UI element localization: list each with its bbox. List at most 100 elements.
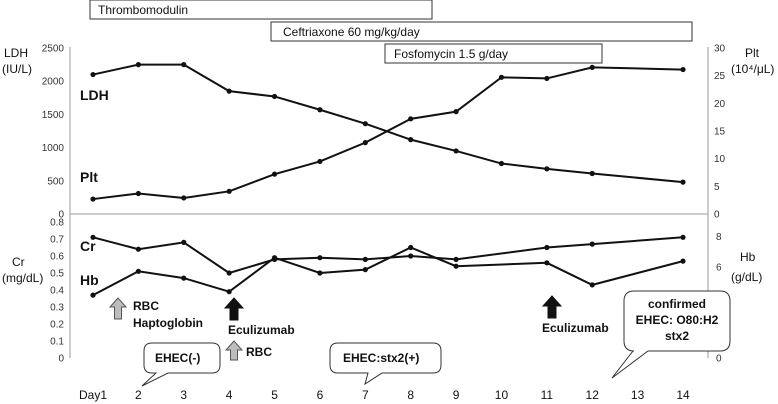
hb-point-12: [589, 282, 595, 288]
eculizumab-arrow-day4: [223, 297, 245, 321]
plt-point-6: [317, 158, 323, 165]
plt-point-14: [680, 66, 686, 73]
rbc-arrow-day2: [108, 297, 128, 320]
annotation-haptoglobin: Haptoglobin: [133, 316, 203, 330]
annotation-arrows: [108, 295, 563, 361]
therapy-bars: Thrombomodulin Ceftriaxone 60 mg/kg/day …: [89, 0, 693, 64]
annotation-eculizumab-day4: Eculizumab: [228, 323, 295, 337]
plt-tick-1: 5: [714, 182, 720, 193]
ldh-axis-unit: (IU/L): [2, 62, 32, 76]
callout-ehec-negative-text: EHEC(-): [155, 351, 200, 365]
eculizumab-arrow-day11: [541, 295, 563, 319]
series-label-hb: Hb: [80, 272, 99, 288]
plt-point-12: [589, 64, 595, 70]
cr-tick-0: 0: [58, 354, 64, 365]
plt-point-1: [90, 196, 96, 202]
hb-tick-4: 8: [716, 232, 722, 243]
ldh-point-6: [317, 107, 323, 113]
plt-point-5: [271, 171, 278, 177]
hb-point-6: [317, 270, 323, 276]
callout-ehec-negative-bubble: [141, 342, 221, 387]
hb-tick-0: 0: [716, 354, 722, 365]
cr-tick-6: 0.6: [50, 252, 64, 263]
therapy-bar-ceftriaxone: [270, 21, 693, 42]
ldh-axis-ticks: 0 500 1000 1500 2000 2500: [42, 44, 65, 221]
cr-axis-unit: (mg/dL): [2, 271, 43, 285]
plt-line: [92, 66, 684, 201]
hb-point-9: [453, 263, 459, 269]
plt-axis-title: Plt: [745, 46, 760, 60]
cr-line: [92, 236, 684, 275]
day-label-5: 5: [271, 388, 278, 402]
ldh-point-11: [544, 166, 550, 172]
series-layer: [90, 62, 686, 298]
plt-point-4: [226, 188, 232, 194]
ldh-tick-3: 1500: [42, 110, 65, 121]
hb-point-4: [226, 289, 232, 295]
ldh-point-8: [408, 137, 414, 143]
hb-point-7: [362, 267, 368, 273]
ldh-tick-2: 1000: [42, 143, 65, 154]
cr-tick-1: 0.1: [50, 337, 64, 348]
series-label-cr: Cr: [80, 238, 96, 254]
hb-point-5: [271, 255, 278, 261]
ldh-tick-4: 2000: [42, 77, 65, 88]
callout-ehec-stx2-positive: EHEC:stx2(+): [329, 342, 442, 386]
plt-point-9: [453, 109, 459, 115]
series-label-plt: Plt: [80, 169, 98, 185]
day-label-4: 4: [226, 388, 233, 402]
day-label-14: 14: [676, 388, 690, 402]
ldh-point-12: [589, 170, 595, 177]
cr-axis-ticks: 0 0.1 0.2 0.3 0.4 0.5 0.6 0.7 0.8: [50, 218, 64, 365]
cr-point-3: [181, 239, 187, 245]
cr-tick-8: 0.8: [50, 218, 64, 229]
day-axis-labels: Day1 2 3 4 5 6 7 8 9 10 11 12 13 14: [79, 388, 690, 402]
ldh-tick-5: 2500: [42, 44, 65, 55]
ldh-point-4: [226, 88, 232, 94]
ldh-point-5: [271, 93, 278, 100]
callout-confirmed-line3: stx2: [665, 329, 689, 343]
ldh-point-7: [362, 121, 368, 127]
plt-axis-ticks: 0 5 10 15 20 25 30: [714, 44, 726, 221]
callout-confirmed-ehec-bubble: [611, 290, 731, 379]
cr-point-9: [453, 256, 459, 262]
plt-point-2: [135, 190, 141, 197]
therapy-bar-fosfomycin-label: Fosfomycin 1.5 g/day: [394, 47, 508, 61]
hb-axis-unit: (g/dL): [731, 270, 762, 284]
ldh-tick-0: 0: [58, 210, 64, 221]
plt-axis-unit: (10⁴/μL): [731, 62, 774, 76]
cr-point-4: [226, 270, 232, 276]
day-label-1: Day1: [79, 388, 107, 402]
ldh-tick-1: 500: [47, 176, 64, 187]
therapy-bar-ceftriaxone-label: Ceftriaxone 60 mg/kg/day: [283, 25, 420, 39]
cr-point-14: [680, 234, 686, 240]
plt-point-7: [362, 140, 368, 146]
cr-tick-2: 0.2: [50, 320, 64, 331]
day-label-8: 8: [407, 388, 414, 402]
day-label-9: 9: [453, 388, 460, 402]
cr-tick-4: 0.4: [50, 286, 64, 297]
day-label-11: 11: [541, 388, 554, 402]
ldh-point-2: [135, 62, 141, 68]
cr-point-11: [544, 244, 550, 251]
hb-point-1: [90, 292, 96, 298]
callout-confirmed-line2: EHEC: O80:H2: [636, 313, 719, 327]
cr-point-8: [408, 253, 414, 259]
therapy-bar-thrombomodulin-label: Thrombomodulin: [98, 3, 188, 17]
therapy-bar-fosfomycin: [384, 43, 603, 64]
ldh-axis-title: LDH: [4, 46, 28, 60]
ldh-point-10: [498, 160, 505, 167]
annotation-eculizumab-day11: Eculizumab: [542, 321, 609, 335]
cr-point-2: [135, 246, 141, 252]
hb-point-8: [408, 244, 414, 251]
plt-point-11: [544, 75, 550, 82]
ldh-point-1: [90, 71, 96, 78]
callout-confirmed-ehec: confirmed EHEC: O80:H2 stx2: [611, 290, 731, 379]
cr-point-7: [362, 256, 368, 262]
ldh-line: [92, 63, 684, 184]
callout-ehec-stx2-positive-text: EHEC:stx2(+): [343, 351, 419, 365]
plt-tick-5: 25: [714, 71, 726, 82]
hb-line: [92, 246, 684, 296]
annotation-rbc-day4: RBC: [246, 345, 272, 359]
